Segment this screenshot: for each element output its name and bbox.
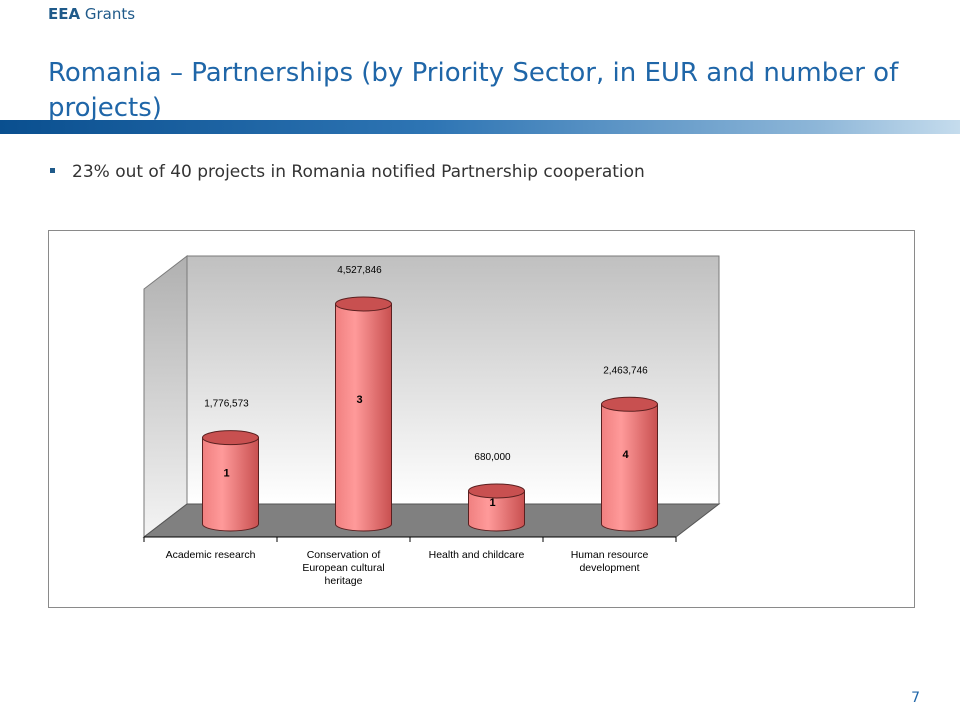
bar-4	[601, 396, 658, 532]
bar-body	[601, 403, 658, 532]
slide-title: Romania – Partnerships (by Priority Sect…	[48, 58, 899, 120]
bar-body	[202, 437, 259, 532]
bar-top	[468, 483, 525, 499]
bar-1	[202, 430, 259, 532]
data-label: 1,776,573	[204, 399, 249, 410]
chart-side-wall	[143, 254, 188, 539]
brand-bold: EEA	[48, 5, 81, 23]
bullet-item: 23% out of 40 projects in Romania notifi…	[50, 162, 645, 182]
bar-top	[335, 296, 392, 312]
data-label: 680,000	[474, 452, 511, 463]
x-tick-label: Health and childcare	[429, 549, 525, 561]
bar-top	[202, 430, 259, 446]
x-tick-label: Academic research	[166, 549, 256, 561]
project-count-label: 1	[489, 497, 495, 509]
brand-rest: Grants	[84, 5, 136, 23]
bullet-square-icon	[50, 167, 55, 173]
bar-body	[468, 490, 525, 532]
x-tick-label: heritage	[325, 575, 363, 587]
brand-logo-text: EEA Grants	[48, 5, 135, 23]
x-tick-label: Conservation of	[307, 549, 381, 561]
x-tick-label: European cultural	[302, 562, 384, 574]
chart-frame: 1,776,573 1 Academic research 4,527,846 3 Con…	[48, 230, 915, 608]
x-tick-label: Human resource	[571, 549, 649, 561]
project-count-label: 1	[223, 468, 229, 480]
x-tick-label: development	[579, 562, 639, 574]
bar-chart: 1,776,573 1 Academic research 4,527,846 3 Con…	[142, 254, 721, 587]
bullet-text: 23% out of 40 projects in Romania notifi…	[72, 162, 645, 182]
project-count-label: 3	[356, 394, 362, 406]
bar-2	[335, 296, 392, 532]
bar-3	[468, 483, 525, 532]
data-label: 4,527,846	[337, 265, 382, 276]
project-count-label: 4	[622, 449, 629, 461]
bar-body	[335, 303, 392, 532]
bar-top	[601, 396, 658, 412]
data-label: 2,463,746	[603, 365, 648, 376]
header-band	[0, 120, 960, 134]
page-number: 7	[911, 690, 920, 706]
